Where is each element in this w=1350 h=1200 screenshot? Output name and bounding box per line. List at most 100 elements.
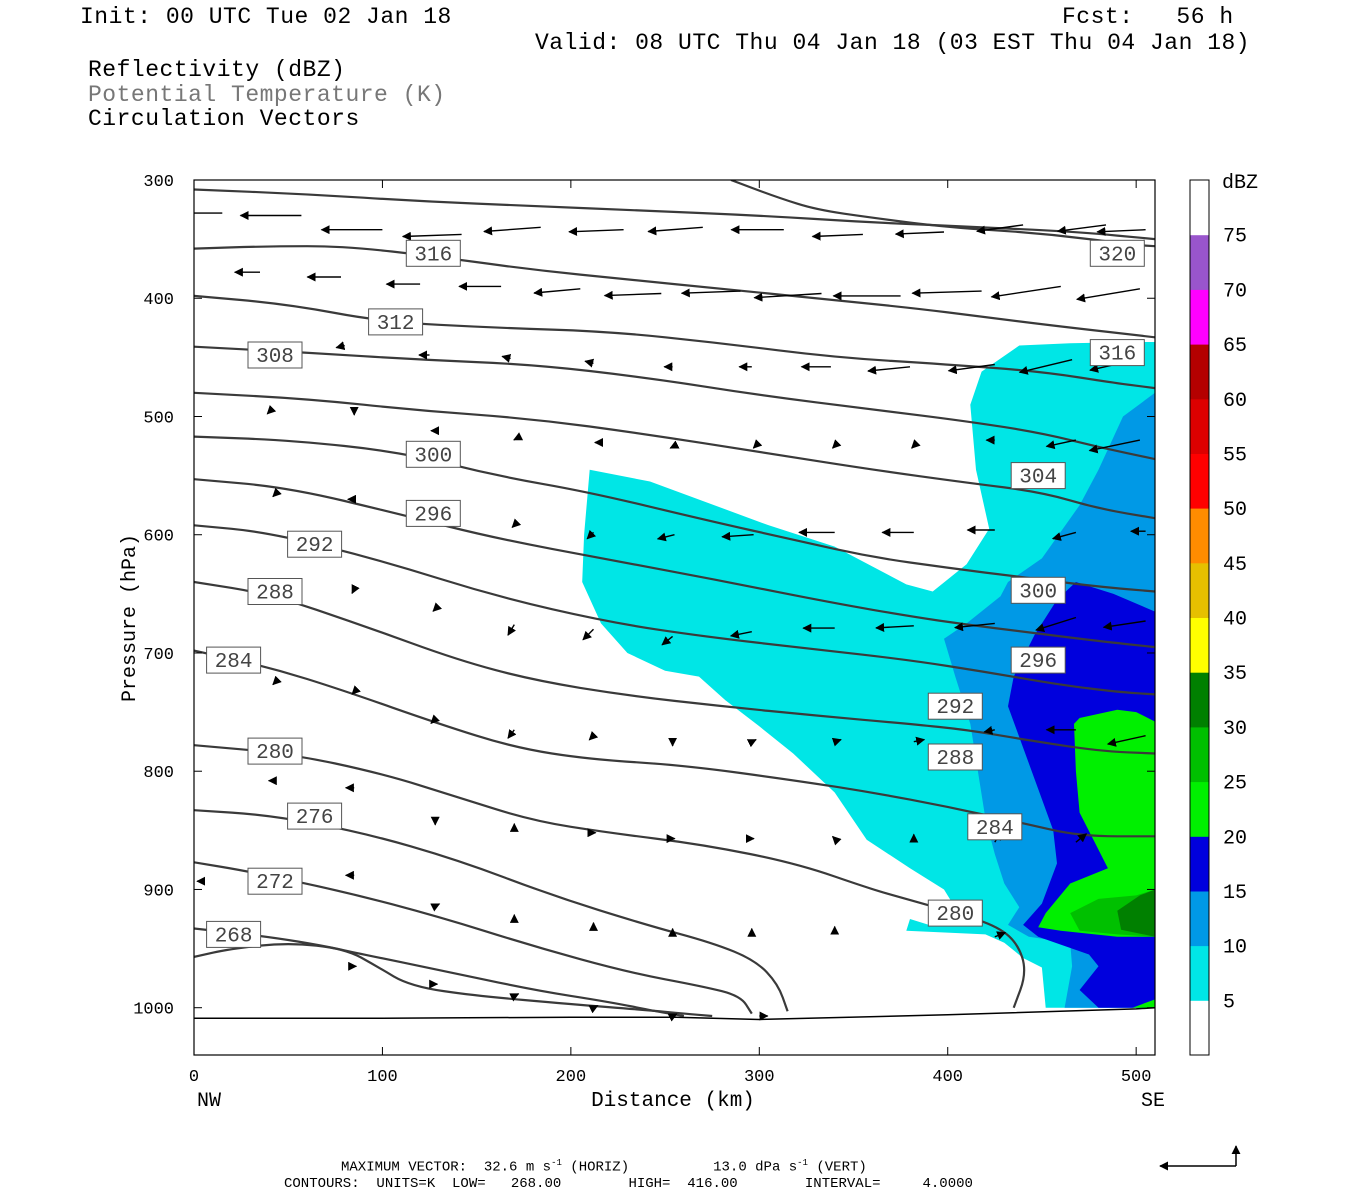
circulation-vector	[911, 439, 921, 449]
contour-label-box	[247, 737, 303, 765]
theta-contour-292	[194, 580, 1155, 755]
circulation-vector	[501, 353, 512, 363]
circulation-vector	[983, 725, 995, 735]
colorbar-swatch	[1190, 289, 1209, 345]
contour-label: 296	[405, 499, 461, 527]
contour-label-text: 312	[377, 313, 415, 336]
circulation-vector-layer	[194, 211, 1146, 1022]
contour-label-box	[1089, 339, 1145, 367]
contour-label-text: 300	[414, 445, 452, 468]
circulation-vector	[831, 835, 842, 846]
field-reflectivity-label: Reflectivity (dBZ)	[88, 57, 346, 83]
colorbar-level-label: 35	[1223, 663, 1247, 686]
contour-label-text: 284	[215, 651, 253, 674]
colorbar-level-label: 75	[1223, 226, 1247, 249]
contour-label: 308	[247, 341, 303, 369]
y-tick-label: 700	[143, 646, 174, 665]
contour-label-text: 316	[414, 244, 452, 267]
circulation-vector	[272, 675, 282, 686]
contour-label-text: 292	[936, 697, 974, 720]
colorbar-swatch	[1190, 945, 1209, 1001]
colorbar-swatch	[1190, 617, 1209, 673]
colorbar-level-label: 55	[1223, 444, 1247, 467]
circulation-vector	[994, 931, 1007, 940]
contour-label-text: 284	[976, 818, 1014, 841]
colorbar-level-label: 15	[1223, 882, 1247, 905]
circulation-vector	[729, 629, 752, 639]
vert-tag: (VERT)	[816, 1159, 867, 1176]
theta-contour-328	[730, 180, 1155, 248]
theta-contour-layer	[194, 180, 1155, 1021]
theta-contour-312	[194, 345, 1155, 461]
circulation-vector	[1075, 833, 1088, 843]
contour-label-text: 288	[256, 583, 294, 606]
colorbar-swatch	[1190, 672, 1209, 728]
contour-label: 284	[967, 813, 1023, 841]
ground-surface-line	[194, 1006, 1155, 1021]
y-axis-title: Pressure (hPa)	[119, 534, 142, 702]
circulation-vector	[680, 288, 741, 298]
reflectivity-fill-layer	[582, 342, 1155, 1008]
horiz-unit: m s	[525, 1159, 552, 1176]
colorbar-level-label: 65	[1223, 335, 1247, 358]
theta-contour-296	[194, 524, 1155, 696]
colorbar-frame	[1189, 179, 1210, 1056]
x-left-direction-label: NW	[197, 1090, 221, 1113]
contour-label-box	[287, 530, 343, 558]
circulation-vector	[568, 226, 624, 236]
contour-label-box	[1010, 576, 1066, 604]
circulation-vector	[913, 736, 926, 746]
circulation-vector	[401, 231, 462, 241]
circulation-vector	[588, 1004, 599, 1014]
circulation-vector	[954, 622, 995, 632]
circulation-vector	[430, 714, 440, 725]
contour-label: 280	[247, 737, 303, 765]
circulation-vector	[507, 729, 517, 739]
field-vectors-label: Circulation Vectors	[88, 106, 360, 132]
axes-layer: 0 100 200 300 400 500 300 400 500 600 700 800 900 100…	[133, 173, 1155, 1087]
circulation-vector	[746, 738, 757, 748]
colorbar-level-label: 40	[1223, 609, 1247, 632]
theta-contour-304	[194, 435, 1155, 593]
horiz-unit-exp: -1	[551, 1158, 562, 1168]
circulation-vector	[582, 628, 594, 641]
circulation-vector	[430, 903, 441, 912]
circulation-vector	[867, 365, 911, 375]
colorbar-swatch	[1190, 890, 1209, 947]
colorbar-swatch	[1190, 1000, 1209, 1056]
contour-label-text: 300	[1019, 581, 1057, 604]
contour-label: 296	[1010, 646, 1066, 674]
theta-contour-320	[194, 245, 1155, 339]
contour-label: 288	[927, 743, 983, 771]
colorbar-level-label: 10	[1223, 937, 1247, 960]
circulation-vector	[667, 1013, 678, 1022]
y-tick-label: 1000	[133, 1001, 174, 1020]
circulation-vector	[1056, 224, 1107, 235]
circulation-vector	[513, 432, 524, 441]
circulation-vector	[584, 358, 595, 368]
y-tick-label: 300	[143, 173, 174, 192]
contour-label-layer: 316 320 312 308 316 300 304 296 292 300 288 296 284 2…	[206, 239, 1145, 948]
contour-label: 280	[927, 899, 983, 927]
y-tick-label: 900	[143, 882, 174, 901]
circulation-vector	[507, 624, 517, 636]
contour-label-box	[287, 802, 343, 830]
contour-label-text: 296	[414, 504, 452, 527]
circulation-vector	[831, 439, 842, 449]
theta-contour-284	[194, 744, 1026, 1009]
colorbar-swatch	[1190, 453, 1209, 509]
reference-vector-icon	[1159, 1145, 1241, 1171]
circulation-vector	[1035, 616, 1077, 632]
contour-label-box	[927, 692, 983, 720]
contour-label: 284	[206, 646, 262, 674]
circulation-vector	[669, 440, 680, 449]
circulation-vector	[533, 287, 581, 297]
circulation-vector	[875, 622, 914, 632]
circulation-vector	[894, 229, 945, 239]
contour-label-box	[368, 308, 424, 336]
vert-unit-exp: -1	[797, 1158, 808, 1168]
circulation-vector	[752, 439, 763, 449]
contour-label-box	[405, 499, 461, 527]
contour-label-box	[405, 239, 461, 267]
